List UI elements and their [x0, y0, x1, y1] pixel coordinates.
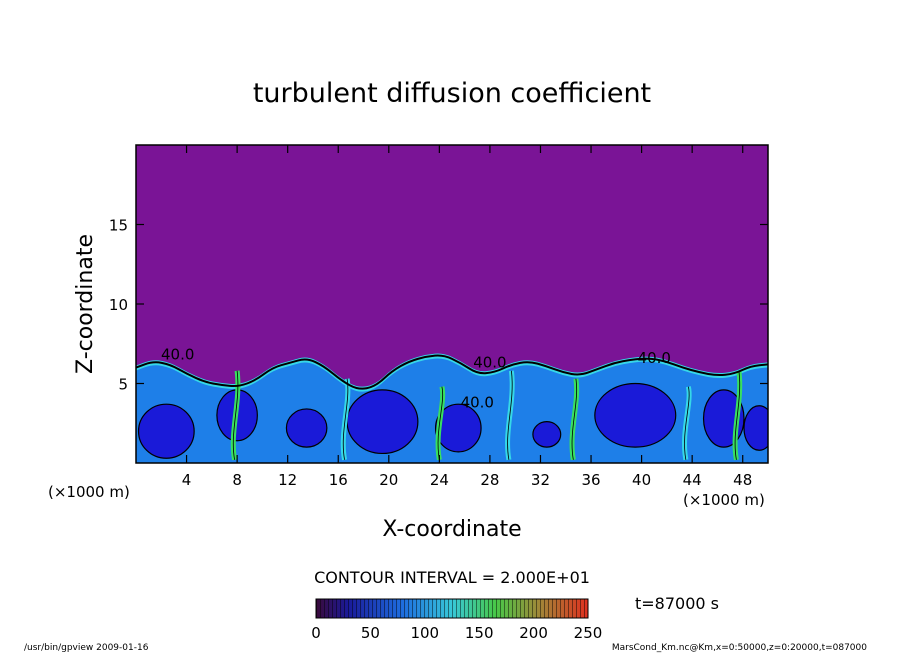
- contour-label: 40.0: [473, 354, 506, 372]
- contour-interval: CONTOUR INTERVAL = 2.000E+01: [314, 568, 590, 587]
- x-tick-label: 44: [683, 471, 702, 489]
- x-tick-label: 48: [733, 471, 752, 489]
- plume-contour: [507, 370, 513, 460]
- colorbar-tick-label: 150: [465, 624, 494, 642]
- colorbar-tick-label: 50: [361, 624, 380, 642]
- plume-contour: [232, 370, 239, 460]
- y-axis-ticks: 5 10 15: [109, 217, 768, 394]
- colorbar-stripes: [316, 599, 588, 618]
- footer-right: MarsCond_Km.nc@Km,x=0:50000,z=0:20000,t=…: [612, 643, 867, 653]
- colorbar-ticks: 0 50 100 150 200 250: [311, 624, 602, 642]
- plume-contour: [734, 370, 741, 460]
- plot-area: 40.0 40.0 40.0 40.0: [136, 145, 768, 463]
- cell-core: [532, 421, 562, 448]
- boundary-contour: [136, 354, 768, 390]
- x-tick-label: 36: [581, 471, 600, 489]
- colorbar: 0 50 100 150 200 250: [311, 598, 602, 642]
- colorbar-tick-label: 0: [311, 624, 321, 642]
- cell-core: [743, 405, 768, 451]
- x-tick-label: 16: [329, 471, 348, 489]
- y-tick-label: 5: [118, 376, 128, 394]
- cell-core: [434, 403, 482, 453]
- plume-filaments: [230, 370, 743, 461]
- footer-left: /usr/bin/gpview 2009-01-16: [24, 643, 149, 653]
- plume-contour: [342, 378, 349, 460]
- x-tick-label: 8: [232, 471, 242, 489]
- colorbar-tick-label: 200: [519, 624, 548, 642]
- x-axis-label: X-coordinate: [382, 517, 521, 542]
- chart-title: turbulent diffusion coefficient: [253, 78, 651, 109]
- time-label: t=87000 s: [635, 594, 719, 613]
- colorbar-tick-label: 100: [410, 624, 439, 642]
- x-tick-label: 4: [182, 471, 192, 489]
- contour-label: 40.0: [638, 349, 671, 367]
- x-tick-label: 40: [632, 471, 651, 489]
- colorbar-tick-label: 250: [574, 624, 603, 642]
- plume-contour: [571, 378, 577, 460]
- contour-label: 40.0: [461, 393, 494, 411]
- x-axis-ticks: 4 8 12 16 20 24 28 32 36 40 44 48: [182, 145, 752, 489]
- cell-core: [346, 389, 419, 455]
- plume-contour: [437, 386, 444, 460]
- x-tick-label: 24: [430, 471, 449, 489]
- cell-core: [285, 408, 328, 448]
- cell-core: [137, 403, 195, 459]
- x-tick-label: 28: [480, 471, 499, 489]
- x-tick-label: 32: [531, 471, 550, 489]
- cell-core: [594, 382, 677, 448]
- y-tick-label: 15: [109, 217, 128, 235]
- contour-label: 40.0: [161, 346, 194, 364]
- y-axis-label: Z-coordinate: [73, 234, 98, 374]
- x-tick-label: 20: [379, 471, 398, 489]
- contour-labels: 40.0 40.0 40.0 40.0: [161, 346, 671, 412]
- x-unit-right: (×1000 m): [683, 491, 765, 509]
- y-tick-label: 10: [109, 296, 128, 314]
- colorbar-frame: [315, 598, 589, 619]
- x-tick-label: 12: [278, 471, 297, 489]
- plume-contour: [684, 386, 690, 460]
- x-unit-left: (×1000 m): [48, 483, 130, 501]
